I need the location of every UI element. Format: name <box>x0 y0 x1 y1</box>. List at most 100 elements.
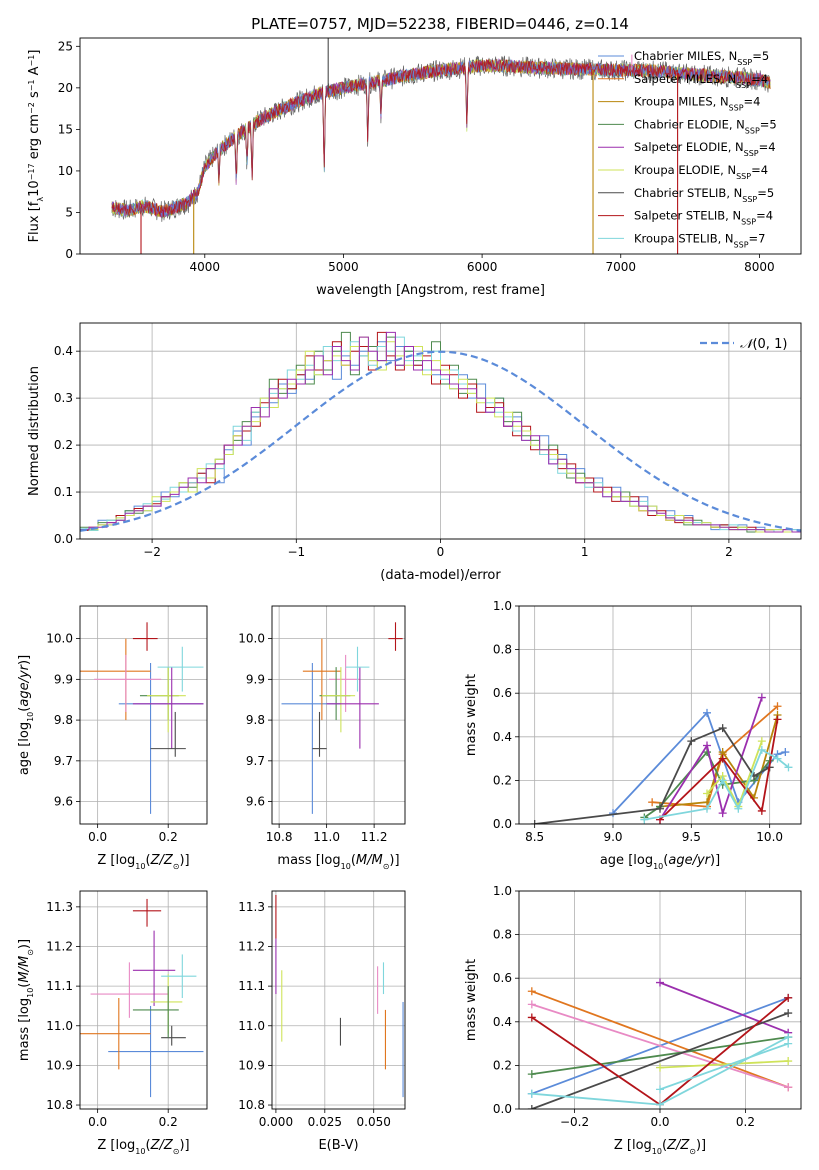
label-part: SSP <box>734 240 749 249</box>
data-point-marker <box>527 1000 536 1009</box>
y-tick-label: 11.1 <box>238 979 265 993</box>
label-part: ⊙ <box>173 862 180 871</box>
y-tick-label: 15 <box>58 122 73 136</box>
mass-weight-line-ke <box>659 1060 789 1069</box>
y-tick-label: 0.2 <box>493 773 512 787</box>
data-point-marker <box>656 804 664 813</box>
label-part: =5 <box>760 117 777 131</box>
label-part: =4 <box>751 72 768 86</box>
label-part: 10 <box>652 1147 662 1156</box>
x-tick-label: −0.2 <box>560 1115 589 1129</box>
label-part: 10 <box>26 988 35 998</box>
x-axis-label: E(B-V) <box>318 1138 358 1153</box>
label-part: SSP <box>729 103 744 112</box>
y-tick-label: 9.9 <box>246 672 265 686</box>
x-tick-label: 1 <box>581 545 589 559</box>
label-part: Flux [f <box>27 201 42 242</box>
mass-weight-line-se <box>659 697 763 821</box>
chart-age_vs_Z: 0.0 0.29.69.79.89.910.0Z [log10(Z/Z⊙)]age… <box>17 605 208 871</box>
data-point-marker <box>757 806 766 815</box>
label-part: ( <box>351 853 356 868</box>
data-point-marker <box>656 978 664 987</box>
label-part: 10 <box>135 862 145 871</box>
x-tick-label: 11.0 <box>313 830 340 844</box>
data-point-marker <box>718 809 727 818</box>
x-tick-label: 0.000 <box>259 1115 293 1129</box>
label-part: ⊙ <box>173 1147 180 1156</box>
data-point-marker <box>687 737 696 746</box>
label-part: age/yr <box>17 663 32 706</box>
data-point-marker <box>718 754 727 763</box>
gaussian-curve <box>80 350 801 532</box>
data-point-marker <box>703 708 711 717</box>
label-part: Z/Z <box>150 853 174 868</box>
y-tick-label: 5 <box>65 205 73 219</box>
y-tick-label: 10.0 <box>238 632 265 646</box>
data-point-marker <box>757 737 766 746</box>
x-tick-label: −2 <box>143 545 161 559</box>
x-tick-label: 8000 <box>744 260 775 274</box>
label-part: −17 <box>27 163 36 180</box>
spectrum-line-cm <box>111 59 771 217</box>
label-part: ( <box>662 1138 667 1153</box>
data-point-marker <box>784 1083 793 1092</box>
label-part: SSP <box>736 80 751 89</box>
chart-mass_weight_vs_age: 8.5 9.0 9.5 10.0 0.0 0.2 0.4 0.6 0.8 1.0 age [log1… <box>464 599 802 871</box>
label-part: ⊙ <box>689 1147 696 1156</box>
y-tick-label: 9.8 <box>246 713 265 727</box>
data-point-marker <box>530 820 539 824</box>
data-point-marker <box>527 1013 536 1022</box>
y-axis-label: mass weight <box>464 959 479 1041</box>
label-part: Salpeter MILES, N <box>634 72 736 86</box>
y-tick-label: 10 <box>58 164 73 178</box>
plot-area <box>527 978 793 1109</box>
y-tick-label: 11.1 <box>46 979 73 993</box>
y-tick-label: 0.4 <box>493 730 512 744</box>
data-point-marker <box>703 804 711 813</box>
label-part: )] <box>17 939 32 949</box>
y-tick-label: 0.6 <box>493 971 512 985</box>
spectrum-line-ss <box>111 59 771 218</box>
data-point-marker <box>718 776 727 785</box>
data-point-marker <box>656 1063 664 1072</box>
label-part: Z/Z <box>666 1138 690 1153</box>
x-tick-label: 0.2 <box>736 1115 755 1129</box>
y-tick-label: 0.4 <box>493 1015 512 1029</box>
label-part: ( <box>17 707 32 712</box>
legend-label: Salpeter ELODIE, NSSP=4 <box>634 140 776 158</box>
x-tick-label: 7000 <box>605 260 636 274</box>
data-point-marker <box>527 987 536 996</box>
x-tick-label: 6000 <box>467 260 498 274</box>
x-tick-label: 0.0 <box>650 1115 669 1129</box>
plot-area <box>80 898 204 1098</box>
label-part: )] <box>710 853 720 868</box>
legend-label: Salpeter MILES, NSSP=4 <box>634 72 768 90</box>
label-part: age [log <box>17 722 32 775</box>
plot-area <box>80 622 204 814</box>
x-tick-label: 9.5 <box>682 830 701 844</box>
mass-weight-line-se <box>659 981 789 1034</box>
axes-frame <box>518 605 802 825</box>
label-part: mass [log <box>17 998 32 1061</box>
y-tick-label: 1.0 <box>493 599 512 613</box>
label-part: Z [log <box>614 1138 652 1153</box>
label-part: A <box>27 66 42 79</box>
label-part: Z/Z <box>150 1138 174 1153</box>
x-tick-label: 0 <box>437 545 445 559</box>
y-tick-label: 0.8 <box>493 928 512 942</box>
legend-label: 𝒩(0, 1) <box>740 337 787 352</box>
data-point-marker <box>656 1085 664 1094</box>
legend-label: Chabrier STELIB, NSSP=5 <box>634 186 774 204</box>
y-tick-label: 0.2 <box>493 1058 512 1072</box>
label-part: SSP <box>741 217 756 226</box>
y-tick-label: 0.8 <box>493 643 512 657</box>
x-tick-label: 8.5 <box>525 830 544 844</box>
data-point-marker <box>648 798 657 807</box>
y-tick-label: 0.3 <box>54 391 73 405</box>
mass-weight-line-ke <box>706 740 763 809</box>
mass-weight-line-cs <box>531 1012 789 1109</box>
plot-area <box>275 894 404 1098</box>
label-part: Z [log <box>97 853 135 868</box>
y-tick-label: 9.9 <box>54 672 73 686</box>
